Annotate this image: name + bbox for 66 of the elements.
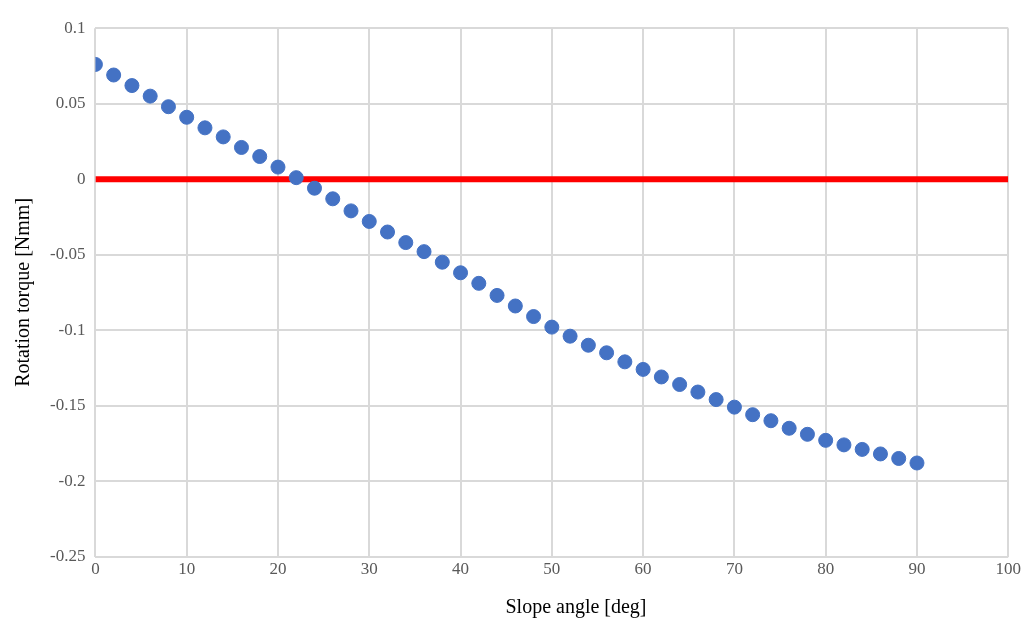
point [434,254,450,270]
x-tick-label: 100 [995,559,1021,579]
y-tick-label: 0 [76,168,86,188]
y-tick-label: -0.15 [49,395,86,415]
point [599,345,615,361]
y-tick-label: -0.1 [58,319,86,339]
point [361,213,377,229]
point [690,384,706,400]
point [252,149,268,165]
point [507,298,523,314]
point [343,203,359,219]
point [325,191,341,207]
point [891,450,907,466]
x-tick-label: 20 [269,559,287,579]
point [562,328,578,344]
point [398,235,414,251]
point [854,441,870,457]
point [544,319,560,335]
point [708,392,724,408]
point [653,369,669,385]
point [763,413,779,429]
x-tick-label: 60 [634,559,652,579]
point [872,446,888,462]
point [799,426,815,442]
x-tick-label: 50 [543,559,561,579]
point [233,139,249,155]
point [526,309,542,325]
point [215,129,231,145]
point [489,287,505,303]
x-tick-label: 10 [178,559,196,579]
point [635,361,651,377]
point [179,109,195,125]
x-axis-title: Slope angle [deg] [504,595,648,618]
point [197,120,213,136]
point [580,337,596,353]
point [270,159,286,175]
point [306,180,322,196]
x-tick-label: 90 [908,559,926,579]
point [745,407,761,423]
point [453,265,469,281]
point [617,354,633,370]
point [836,437,852,453]
y-tick-label: 0.05 [55,93,86,113]
point [416,244,432,260]
point [909,455,925,471]
point [142,88,158,104]
y-tick-label: -0.2 [58,470,86,490]
point [124,78,140,94]
point [471,275,487,291]
point [781,420,797,436]
point [160,99,176,115]
x-tick-label: 80 [817,559,835,579]
point [380,224,396,240]
x-tick-label: 40 [452,559,470,579]
point [672,376,688,392]
x-tick-label: 30 [360,559,378,579]
x-tick-label: 70 [725,559,743,579]
point [288,170,304,186]
y-tick-label: 0.1 [64,17,86,37]
y-tick-label: -0.05 [49,244,86,264]
x-tick-label: 0 [91,559,100,579]
point [106,67,122,83]
point [818,432,834,448]
point [726,399,742,415]
y-axis-title: Rotation torque [Nmm] [11,197,35,387]
y-tick-label: -0.25 [49,546,86,566]
